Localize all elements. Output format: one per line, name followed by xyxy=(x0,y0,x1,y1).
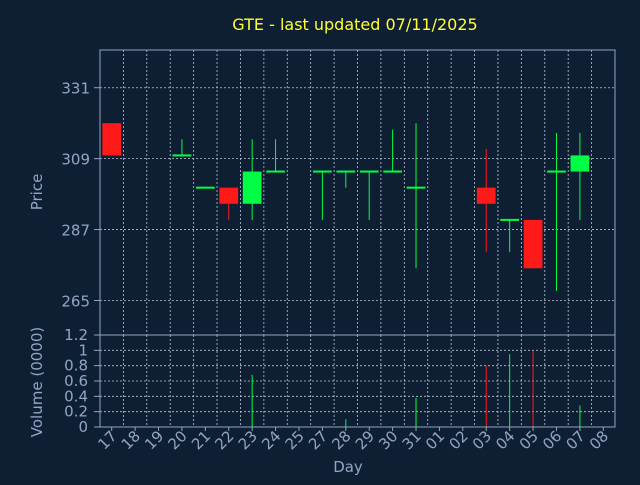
candle-body xyxy=(500,218,520,221)
x-tick-label: 23 xyxy=(235,427,261,453)
candle-body xyxy=(102,123,122,156)
price-y-tick-label: 265 xyxy=(61,293,90,311)
x-tick-label: 02 xyxy=(445,427,471,453)
x-tick-label: 06 xyxy=(539,427,565,453)
candle-body xyxy=(523,219,543,269)
x-tick-label: 28 xyxy=(328,427,354,453)
price-y-tick-label: 287 xyxy=(61,222,90,240)
candle-body xyxy=(547,170,566,173)
x-tick-label: 30 xyxy=(375,427,401,453)
x-tick-label: 17 xyxy=(94,427,120,453)
x-tick-label: 25 xyxy=(282,427,308,453)
x-axis-label: Day xyxy=(333,458,363,476)
chart-title: GTE - last updated 07/11/2025 xyxy=(232,15,477,34)
volume-y-tick-label: 0.2 xyxy=(64,403,88,421)
candle-body xyxy=(172,154,192,157)
volume-grid xyxy=(100,335,615,427)
x-tick-label: 21 xyxy=(188,427,214,453)
x-tick-label: 03 xyxy=(469,427,495,453)
volume-plot-frame xyxy=(99,334,616,428)
volume-axis-label: Volume (0000) xyxy=(28,327,46,437)
candle-body xyxy=(266,170,285,173)
price-y-tick-label: 331 xyxy=(61,80,90,98)
candle-body xyxy=(476,187,496,204)
candle-body xyxy=(242,171,262,204)
volume-y-tick-label: 1 xyxy=(78,341,88,359)
volume-y-tick-label: 0.8 xyxy=(64,357,88,375)
candle-body xyxy=(383,170,402,173)
x-tick-label: 31 xyxy=(399,427,425,453)
x-tick-label: 07 xyxy=(562,427,588,453)
candle-body xyxy=(359,170,379,173)
volume-y-tick-label: 0 xyxy=(78,418,88,436)
price-axis-label: Price xyxy=(28,174,46,211)
x-tick-label: 01 xyxy=(422,427,448,453)
price-y-tick-label: 309 xyxy=(61,151,90,169)
price-grid xyxy=(100,50,615,335)
volume-y-ticks: 00.20.40.60.811.2 xyxy=(64,326,100,436)
x-tick-label: 19 xyxy=(141,427,167,453)
volume-y-tick-label: 0.4 xyxy=(64,387,88,405)
price-candles xyxy=(102,123,590,291)
x-tick-labels: 1718192021222324252728293031010203040506… xyxy=(94,427,612,453)
x-tick-label: 20 xyxy=(165,427,191,453)
x-tick-label: 27 xyxy=(305,427,331,453)
x-tick-label: 08 xyxy=(586,427,612,453)
volume-y-tick-label: 1.2 xyxy=(64,326,88,344)
candle-body xyxy=(336,170,356,173)
x-tick-label: 29 xyxy=(352,427,378,453)
volume-bars xyxy=(251,350,581,427)
candle-body xyxy=(570,155,590,172)
candle-body xyxy=(313,170,332,173)
x-tick-label: 22 xyxy=(211,427,237,453)
x-tick-label: 04 xyxy=(492,427,518,453)
volume-y-tick-label: 0.6 xyxy=(64,372,88,390)
x-tick-label: 05 xyxy=(516,427,542,453)
candle-body xyxy=(406,186,426,189)
x-tick-label: 18 xyxy=(118,427,144,453)
x-tick-label: 24 xyxy=(258,427,284,453)
price-plot-frame xyxy=(99,49,616,336)
candle-body xyxy=(219,187,239,204)
candle-body xyxy=(195,186,215,189)
price-y-ticks: 265 287 309 331 xyxy=(61,80,100,311)
